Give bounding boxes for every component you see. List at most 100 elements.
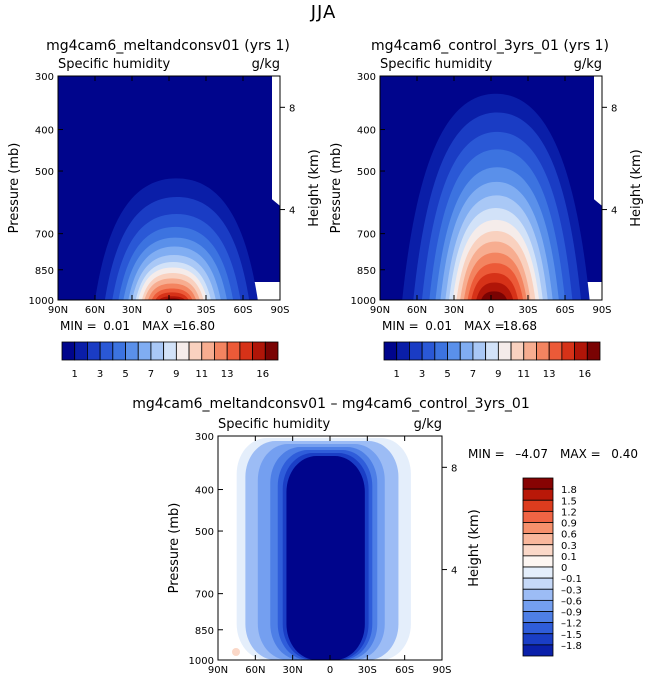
max-value: 0.40	[611, 447, 638, 461]
field-layer	[218, 436, 442, 660]
x-tick-label: 90S	[432, 665, 451, 676]
x-tick-label: 30S	[358, 665, 377, 676]
colorbar-swatch	[561, 341, 575, 361]
colorbar-label: 13	[221, 369, 234, 380]
min-value: –4.07	[515, 447, 548, 461]
colorbar-label: 5	[122, 369, 128, 380]
y-axis-label: Pressure (mb)	[167, 503, 182, 594]
colorbar-swatch	[61, 341, 76, 361]
x-tick-label: 30S	[518, 305, 537, 316]
colorbar-label: –0.6	[561, 596, 582, 607]
colorbar-swatch	[396, 341, 410, 361]
colorbar-label: 1	[394, 369, 400, 380]
x-tick-label: 30N	[122, 305, 142, 316]
colorbar-label: 3	[97, 369, 103, 380]
panel-title: mg4cam6_meltandconsv01 (yrs 1)	[46, 38, 290, 54]
y-tick-label-right: 4	[289, 206, 295, 217]
x-tick-label: 60N	[407, 305, 427, 316]
colorbar-swatch	[264, 341, 279, 361]
y-tick-label-right: 4	[611, 206, 617, 217]
colorbar-swatch	[112, 341, 126, 361]
colorbar-swatch	[522, 499, 554, 512]
colorbar-swatch	[522, 577, 554, 590]
axes-layer: 90N 60N 30N 0 30S 60S 90S 300 400 500 700 850 1000 8 4	[351, 72, 618, 316]
colorbar-swatch	[548, 341, 563, 361]
colorbar-label: 7	[148, 369, 154, 380]
y-axis-label-right: Height (km)	[467, 509, 482, 586]
min-value: 0.01	[103, 319, 130, 333]
colorbar-label: –1.5	[561, 630, 582, 641]
colorbar-swatch	[239, 341, 253, 361]
colorbar-label: 11	[195, 369, 208, 380]
colorbar-label: 3	[419, 369, 425, 380]
colorbar-label: –0.1	[561, 574, 582, 585]
y-tick-label: 850	[357, 266, 376, 277]
colorbar-swatch	[522, 488, 554, 501]
x-tick-label: 90S	[592, 305, 611, 316]
x-tick-label: 60S	[395, 665, 414, 676]
x-tick-label: 0	[166, 305, 172, 316]
colorbar-swatch	[586, 341, 601, 361]
y-tick-label: 1000	[29, 296, 54, 307]
colorbar-swatch	[522, 588, 554, 601]
x-tick-label: 60N	[245, 665, 265, 676]
colorbar-swatch	[574, 341, 588, 361]
colorbar-label: 1.5	[561, 496, 577, 507]
y-tick-label: 400	[357, 126, 376, 137]
y-tick-label: 700	[357, 230, 376, 241]
min-value: 0.01	[425, 319, 452, 333]
right-label: g/kg	[414, 417, 442, 432]
colorbar-label: 1	[72, 369, 78, 380]
colorbar-swatch	[434, 341, 448, 361]
colorbar-label: 0	[561, 563, 567, 574]
colorbar-swatch	[99, 341, 114, 361]
colorbar-swatch	[522, 633, 554, 646]
colorbar-swatch	[383, 341, 398, 361]
panel-title: mg4cam6_control_3yrs_01 (yrs 1)	[371, 38, 609, 54]
colorbar-swatch	[125, 341, 139, 361]
panel-meltandconsv: mg4cam6_meltandconsv01 (yrs 1) Specific …	[7, 38, 322, 380]
panel-title: mg4cam6_meltandconsv01 – mg4cam6_control…	[132, 396, 530, 412]
contour-level-16	[481, 291, 508, 300]
field-layer	[380, 76, 602, 301]
colorbar-swatch	[522, 510, 554, 523]
field-layer	[58, 76, 280, 300]
colorbar-swatch	[459, 341, 474, 361]
colorbar-label: –0.3	[561, 585, 582, 596]
min-label: MIN =	[468, 447, 505, 461]
y-tick-label-right: 8	[611, 103, 617, 114]
right-label: g/kg	[574, 57, 602, 72]
max-label: MAX =	[464, 319, 505, 333]
colorbar-swatch	[522, 566, 554, 579]
right-label: g/kg	[252, 57, 280, 72]
missing-data	[412, 646, 442, 660]
colorbar-swatch	[522, 544, 554, 557]
x-tick-label: 30N	[283, 665, 303, 676]
colorbar-swatch	[163, 341, 177, 361]
y-axis-label-right: Height (km)	[629, 149, 644, 226]
x-tick-label: 0	[327, 665, 333, 676]
y-tick-label-right: 8	[289, 103, 295, 114]
colorbar-swatch	[497, 341, 512, 361]
panel-control: mg4cam6_control_3yrs_01 (yrs 1) Specific…	[329, 38, 644, 380]
x-tick-label: 90N	[48, 305, 68, 316]
y-axis-label-right: Height (km)	[307, 149, 322, 226]
colorbar-swatch	[522, 611, 554, 624]
colorbar-swatch	[522, 599, 554, 612]
colorbar-swatch	[522, 522, 554, 535]
colorbar: 1 3 5 7 9 11 13 16	[383, 341, 601, 380]
colorbar-label: 16	[578, 369, 591, 380]
colorbar-label: –1.2	[561, 619, 582, 630]
x-tick-label: 60N	[85, 305, 105, 316]
left-label: Specific humidity	[58, 57, 170, 72]
axes-layer: 90N 60N 30N 0 30S 60S 90S 300 400 500 700 850 1000 8 4	[189, 432, 458, 676]
x-tick-label: 30N	[444, 305, 464, 316]
left-label: Specific humidity	[380, 57, 492, 72]
colorbar-swatch	[188, 341, 203, 361]
y-tick-label: 300	[357, 72, 376, 83]
colorbar-swatch	[472, 341, 487, 361]
colorbar-label: 16	[256, 369, 269, 380]
colorbar-label: 1.8	[561, 485, 577, 496]
colorbar-swatch	[137, 341, 152, 361]
